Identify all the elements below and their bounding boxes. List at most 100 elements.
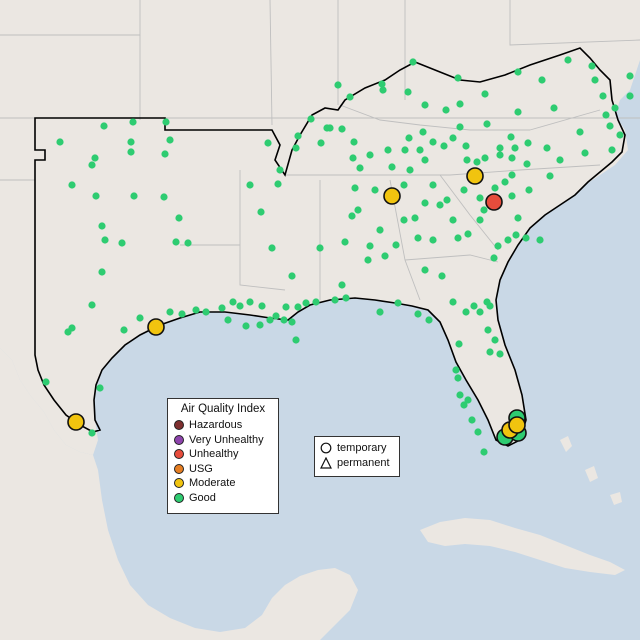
monitor-good[interactable] xyxy=(100,122,108,130)
monitor-good[interactable] xyxy=(608,146,616,154)
monitor-good[interactable] xyxy=(56,138,64,146)
monitor-good[interactable] xyxy=(349,154,357,162)
monitor-good[interactable] xyxy=(416,146,424,154)
monitor-good[interactable] xyxy=(581,149,589,157)
monitor-good[interactable] xyxy=(379,86,387,94)
monitor-good[interactable] xyxy=(508,154,516,162)
monitor-good[interactable] xyxy=(456,391,464,399)
monitor-good[interactable] xyxy=(96,384,104,392)
monitor-good[interactable] xyxy=(136,314,144,322)
monitor-good[interactable] xyxy=(462,142,470,150)
monitor-good[interactable] xyxy=(507,133,515,141)
monitor-good[interactable] xyxy=(556,156,564,164)
monitor-good[interactable] xyxy=(242,322,250,330)
monitor-good[interactable] xyxy=(161,150,169,158)
monitor-good[interactable] xyxy=(172,238,180,246)
monitor-good[interactable] xyxy=(68,181,76,189)
monitor-good[interactable] xyxy=(464,230,472,238)
monitor-good[interactable] xyxy=(414,234,422,242)
monitor-good[interactable] xyxy=(474,428,482,436)
monitor-good[interactable] xyxy=(341,238,349,246)
monitor-good[interactable] xyxy=(409,58,417,66)
monitor-good[interactable] xyxy=(92,192,100,200)
monitor-good[interactable] xyxy=(443,196,451,204)
monitor-good[interactable] xyxy=(302,299,310,307)
monitor-good[interactable] xyxy=(64,328,72,336)
monitor-good[interactable] xyxy=(481,154,489,162)
monitor-good[interactable] xyxy=(606,122,614,130)
monitor-moderate[interactable] xyxy=(383,187,401,205)
monitor-good[interactable] xyxy=(514,108,522,116)
monitor-good[interactable] xyxy=(456,100,464,108)
monitor-good[interactable] xyxy=(371,186,379,194)
monitor-good[interactable] xyxy=(599,92,607,100)
monitor-good[interactable] xyxy=(611,104,619,112)
monitor-good[interactable] xyxy=(514,68,522,76)
monitor-good[interactable] xyxy=(496,144,504,152)
monitor-good[interactable] xyxy=(473,158,481,166)
monitor-good[interactable] xyxy=(464,396,472,404)
monitor-good[interactable] xyxy=(405,134,413,142)
monitor-good[interactable] xyxy=(523,160,531,168)
monitor-good[interactable] xyxy=(508,192,516,200)
monitor-good[interactable] xyxy=(307,115,315,123)
monitor-good[interactable] xyxy=(272,312,280,320)
monitor-good[interactable] xyxy=(292,144,300,152)
monitor-good[interactable] xyxy=(449,216,457,224)
monitor-good[interactable] xyxy=(404,88,412,96)
monitor-good[interactable] xyxy=(438,272,446,280)
monitor-good[interactable] xyxy=(350,138,358,146)
monitor-good[interactable] xyxy=(514,214,522,222)
monitor-good[interactable] xyxy=(127,138,135,146)
monitor-good[interactable] xyxy=(364,256,372,264)
monitor-good[interactable] xyxy=(455,340,463,348)
monitor-good[interactable] xyxy=(496,350,504,358)
monitor-good[interactable] xyxy=(550,104,558,112)
monitor-good[interactable] xyxy=(483,120,491,128)
monitor-good[interactable] xyxy=(440,142,448,150)
monitor-moderate[interactable] xyxy=(147,318,165,336)
monitor-good[interactable] xyxy=(429,138,437,146)
monitor-good[interactable] xyxy=(257,208,265,216)
monitor-good[interactable] xyxy=(436,201,444,209)
monitor-good[interactable] xyxy=(512,231,520,239)
monitor-good[interactable] xyxy=(546,172,554,180)
monitor-good[interactable] xyxy=(276,166,284,174)
monitor-good[interactable] xyxy=(346,93,354,101)
monitor-good[interactable] xyxy=(588,62,596,70)
monitor-good[interactable] xyxy=(175,214,183,222)
monitor-good[interactable] xyxy=(452,366,460,374)
monitor-good[interactable] xyxy=(127,148,135,156)
monitor-good[interactable] xyxy=(525,186,533,194)
monitor-good[interactable] xyxy=(421,266,429,274)
monitor-good[interactable] xyxy=(491,184,499,192)
monitor-good[interactable] xyxy=(266,316,274,324)
monitor-good[interactable] xyxy=(88,429,96,437)
monitor-good[interactable] xyxy=(342,294,350,302)
monitor-good[interactable] xyxy=(378,80,386,88)
monitor-good[interactable] xyxy=(504,236,512,244)
monitor-good[interactable] xyxy=(88,301,96,309)
monitor-good[interactable] xyxy=(392,241,400,249)
monitor-good[interactable] xyxy=(616,131,624,139)
monitor-good[interactable] xyxy=(543,144,551,152)
monitor-good[interactable] xyxy=(449,134,457,142)
monitor-good[interactable] xyxy=(460,186,468,194)
monitor-good[interactable] xyxy=(98,268,106,276)
monitor-good[interactable] xyxy=(381,252,389,260)
monitor-good[interactable] xyxy=(411,214,419,222)
monitor-good[interactable] xyxy=(536,236,544,244)
monitor-good[interactable] xyxy=(486,348,494,356)
monitor-good[interactable] xyxy=(524,139,532,147)
monitor-good[interactable] xyxy=(480,448,488,456)
monitor-good[interactable] xyxy=(129,118,137,126)
monitor-good[interactable] xyxy=(429,181,437,189)
monitor-good[interactable] xyxy=(178,310,186,318)
monitor-good[interactable] xyxy=(294,303,302,311)
monitor-good[interactable] xyxy=(256,321,264,329)
monitor-good[interactable] xyxy=(481,90,489,98)
monitor-good[interactable] xyxy=(258,302,266,310)
monitor-good[interactable] xyxy=(429,236,437,244)
monitor-good[interactable] xyxy=(501,178,509,186)
monitor-moderate[interactable] xyxy=(466,167,484,185)
